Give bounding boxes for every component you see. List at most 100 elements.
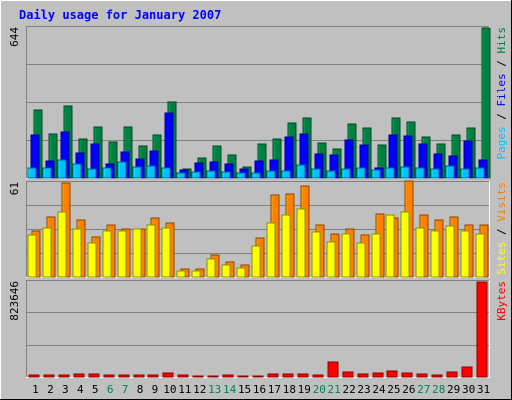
bar-visits-sites-11 [176,270,186,278]
x-tick-label: 24 [372,383,386,396]
bar-visits-sites-21 [326,241,336,278]
bar-hits-pages-3 [57,159,67,179]
bar-kbytes-kbytes-23 [357,373,369,378]
bar-kbytes-kbytes-13 [207,375,219,378]
x-tick-label: 18 [283,383,296,396]
x-tick-label: 22 [342,383,355,396]
bar-visits-sites-27 [415,227,425,278]
x-tick-label: 12 [193,383,206,396]
bar-visits-sites-2 [42,227,52,278]
chart-panels: 644 Pages / Files / Hits 61 Sites / Visits 8… [8,26,508,378]
legend-hits: Pages / Files / Hits [495,27,508,160]
x-tick-label: 23 [357,383,370,396]
bar-hits-pages-28 [430,168,440,179]
bar-kbytes-kbytes-7 [118,374,130,378]
x-tick-label: 21 [328,383,341,396]
bar-hits-pages-8 [132,166,142,179]
y-max-label-hits: 644 [8,27,21,47]
x-tick-label: 31 [477,383,490,396]
bar-visits-sites-31 [475,233,485,278]
x-tick-label: 11 [178,383,191,396]
bar-hits-pages-16 [251,172,261,179]
bar-visits-sites-18 [281,214,291,278]
bar-kbytes-kbytes-17 [267,373,279,378]
bar-visits-sites-4 [72,228,82,278]
bar-visits-sites-1 [27,234,37,278]
bar-kbytes-kbytes-19 [297,373,309,378]
bar-visits-sites-22 [341,233,351,278]
bar-kbytes-kbytes-12 [192,375,204,378]
bar-visits-sites-10 [161,227,171,278]
bar-kbytes-kbytes-30 [461,366,473,378]
bar-hits-pages-9 [146,165,156,179]
x-tick-label: 20 [313,383,326,396]
bar-visits-sites-13 [206,258,216,278]
bar-hits-pages-25 [385,167,395,179]
legend-visits: Sites / Visits [495,182,508,275]
bar-hits-pages-14 [221,171,231,179]
bar-hits-pages-22 [341,168,351,179]
x-tick-label: 3 [62,383,69,396]
bar-hits-pages-6 [102,167,112,179]
bar-kbytes-kbytes-26 [401,372,413,378]
bar-visits-sites-23 [356,242,366,278]
x-tick-label: 5 [92,383,99,396]
plot-area-kbytes [26,280,489,377]
bar-kbytes-kbytes-29 [446,371,458,378]
y-max-label-kbytes: 823646 [8,281,21,321]
bar-hits-pages-31 [475,167,485,179]
legend-entry-sites: Sites [495,242,508,275]
legend-kbytes: KBytes [495,281,508,321]
bar-hits-pages-17 [266,170,276,179]
x-tick-label: 16 [253,383,266,396]
bar-hits-pages-11 [176,172,186,179]
x-tick-label: 17 [268,383,281,396]
chart-title: Daily usage for January 2007 [19,8,221,22]
bar-kbytes-kbytes-5 [88,373,100,378]
bar-hits-pages-26 [400,166,410,179]
bar-hits-pages-24 [371,169,381,179]
legend-entry-hits: Hits [495,27,508,54]
legend-entry-kbytes: KBytes [495,281,508,321]
panel-kbytes: 823646 KBytes [8,280,508,378]
bar-kbytes-kbytes-2 [43,374,55,378]
panel-visits: 61 Sites / Visits [8,180,508,278]
bar-visits-sites-6 [102,230,112,278]
series-files [30,112,488,179]
bar-visits-sites-8 [132,228,142,278]
bar-kbytes-kbytes-18 [282,373,294,378]
bar-kbytes-kbytes-6 [103,374,115,378]
bar-visits-sites-12 [191,270,201,278]
bar-kbytes-kbytes-9 [147,374,159,378]
bar-kbytes-kbytes-14 [222,374,234,378]
bar-hits-pages-21 [326,170,336,179]
x-tick-label: 15 [238,383,251,396]
x-tick-label: 29 [447,383,460,396]
y-max-label-visits: 61 [8,182,21,195]
bar-visits-sites-5 [87,242,97,278]
bar-visits-sites-3 [57,211,67,278]
x-tick-label: 1 [32,383,39,396]
legend-entry-visits: Visits [495,182,508,222]
series-sites [27,208,485,278]
bar-hits-pages-30 [460,168,470,179]
x-tick-label: 7 [122,383,129,396]
x-tick-label: 26 [402,383,415,396]
x-tick-label: 4 [77,383,84,396]
bar-hits-pages-5 [87,168,97,179]
bar-hits-pages-29 [445,165,455,179]
bar-visits-sites-24 [371,233,381,278]
bar-hits-pages-23 [356,167,366,179]
x-tick-label: 10 [163,383,176,396]
bar-hits-pages-27 [415,167,425,179]
bar-hits-pages-10 [161,167,171,179]
bar-visits-sites-20 [311,231,321,278]
bar-hits-pages-2 [42,167,52,179]
x-tick-label: 2 [47,383,54,396]
bar-kbytes-kbytes-15 [237,375,249,378]
x-tick-label: 25 [387,383,400,396]
x-tick-label: 28 [432,383,445,396]
bar-visits-sites-16 [251,245,261,278]
x-tick-label: 6 [107,383,114,396]
